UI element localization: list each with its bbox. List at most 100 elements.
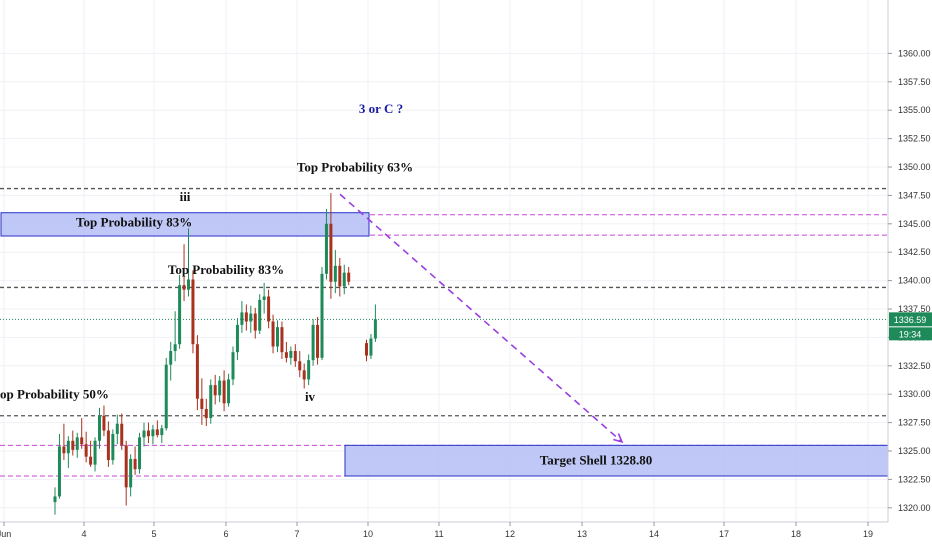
candle-body [333,265,337,282]
candle-body [133,458,137,470]
candle-body [124,445,128,488]
candle-body [213,385,217,396]
candle-layer [53,193,377,515]
annotation-top63: Top Probability 63% [297,160,413,175]
y-tick-label: 1327.50 [898,418,931,428]
candle-body [191,279,195,345]
candle-body [53,496,57,503]
y-tick-label: 1340.00 [898,276,931,286]
candle-body [369,338,373,356]
candle-body [182,285,186,290]
current-price-tag [889,312,932,327]
zone-label-target-shell: Target Shell 1328.80 [540,453,653,468]
y-tick-label: 1345.00 [898,219,931,229]
x-tick-label: 13 [577,529,587,539]
candle-body [155,429,159,436]
candle-body [200,398,204,409]
candle-body [62,446,66,454]
candle-body [240,312,244,325]
target-shell-zone [344,444,889,477]
candle-body [169,351,173,365]
countdown-tag [889,327,932,341]
candle-body [316,324,320,358]
candle-body [293,351,297,362]
candle-body [195,344,199,399]
candle-body [89,456,93,465]
candle-body [280,327,284,353]
annotation-top83-mid: Top Probability 83% [168,262,284,277]
y-tick-label: 1360.00 [898,48,931,58]
y-tick-label: 1355.00 [898,105,931,115]
projection-arrow-head [613,433,624,444]
y-tick-label: 1357.50 [898,77,931,87]
candle-body [276,327,279,347]
y-tick-label: 1322.50 [898,474,931,484]
candle-body [262,296,266,300]
candle-body [160,428,164,436]
x-tick-label: 11 [434,529,443,539]
candle-body [258,299,262,331]
candle-body [102,415,106,431]
wave-question-label: 3 or C ? [359,101,403,116]
zone-layer: Top Probability 83% Target Shell 1328.80 [0,212,889,477]
y-tick-label: 1320.00 [898,503,931,513]
candle-body [307,360,311,380]
candle-body [338,265,342,287]
candle-body [80,437,84,445]
x-tick-label: 17 [719,529,729,539]
candle-body [93,440,97,465]
top-probability-zone [0,212,370,237]
x-tick-label: Jun [0,529,11,539]
x-tick-label: 19 [863,529,873,539]
candle-body [267,296,271,322]
y-tick-label: 1347.50 [898,190,931,200]
x-tick-label: 6 [223,529,228,539]
countdown-value: 19:34 [899,329,922,339]
y-tick-label: 1325.00 [898,446,931,456]
candle-body [204,408,208,419]
candle-body [57,446,61,497]
candle-body [142,430,146,438]
annotation-top50: op Probability 50% [0,387,109,402]
candle-body [311,324,315,361]
y-tick-label: 1350.00 [898,162,931,172]
candle-body [98,415,101,441]
x-tick-label: 7 [294,529,299,539]
x-tick-label: 4 [81,529,86,539]
candle-body [187,279,190,290]
candle-body [71,440,75,450]
candle-body [120,423,124,446]
candle-body [365,343,368,356]
y-tick-label: 1337.50 [898,304,931,314]
current-price-value: 1336.59 [894,315,927,325]
candle-body [342,272,346,287]
candle-body [320,273,324,358]
candle-body [151,429,155,437]
candle-body [138,437,142,470]
candle-body [231,352,235,380]
y-tick-label: 1332.50 [898,361,931,371]
y-tick-label: 1342.50 [898,247,931,257]
candle-body [173,344,177,352]
annotation-iv: iv [305,389,316,404]
x-tick-label: 12 [505,529,515,539]
text-layer: Top Probability 63% iii Top Probability 83… [0,101,413,404]
candle-body [249,313,253,322]
candle-body [106,430,110,461]
candle-body [129,458,133,488]
candle-body [75,437,79,450]
x-tick-label: 5 [151,529,156,539]
candle-body [115,423,119,434]
y-tick-label: 1330.00 [898,389,931,399]
y-tick-label: 1352.50 [898,134,931,144]
candle-body [329,223,333,282]
candle-body [298,361,302,371]
candle-body [66,440,70,454]
candle-body [164,364,168,429]
candle-body [111,433,115,461]
candle-body [289,351,293,358]
candle-body [253,313,257,331]
